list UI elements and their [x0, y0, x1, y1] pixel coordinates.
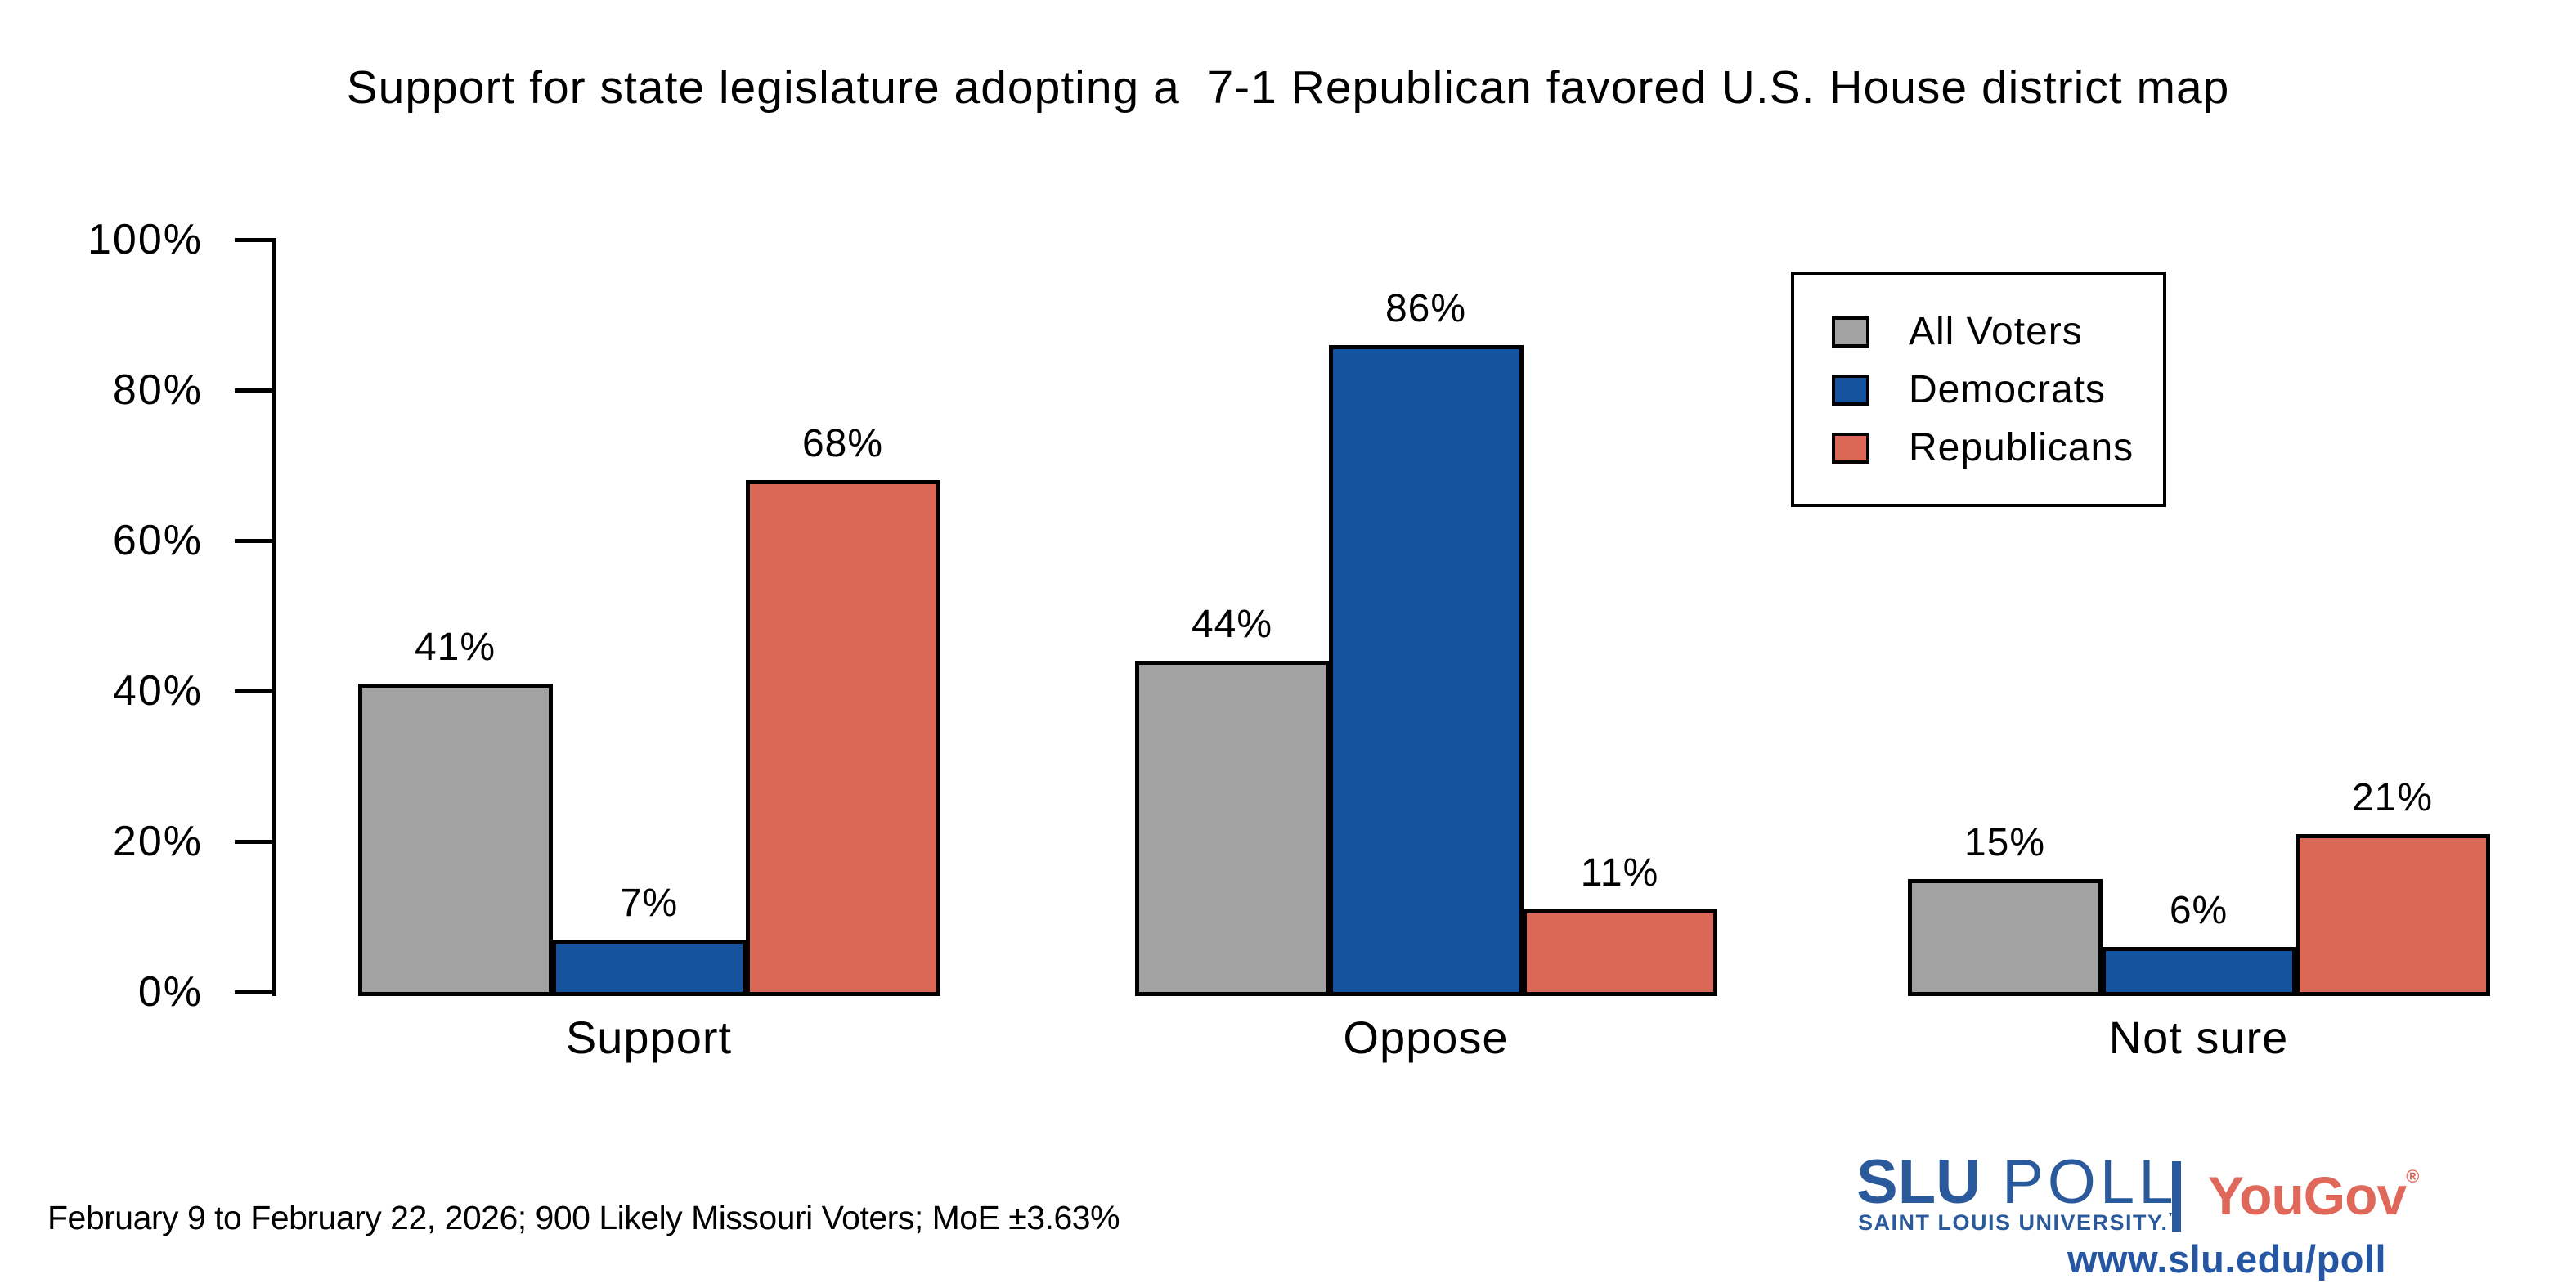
y-tick-label-80: 80% [112, 366, 203, 414]
source-note: February 9 to February 22, 2026; 900 Lik… [47, 1199, 1120, 1236]
logo-divider [2172, 1161, 2181, 1232]
category-label-oppose: Oppose [1343, 1012, 1509, 1063]
bar-support-all-voters [358, 684, 553, 996]
legend-label-all-voters: All Voters [1909, 310, 2083, 353]
value-label-support-democrats: 7% [619, 882, 679, 925]
y-tick-mark-0 [235, 990, 272, 994]
y-tick-mark-100 [235, 238, 272, 242]
bar-oppose-democrats [1329, 345, 1524, 996]
bar-support-democrats [552, 940, 747, 996]
y-tick-mark-40 [235, 689, 272, 693]
slu-university-label: SAINT LOUIS UNIVERSITY. [1858, 1210, 2169, 1235]
bar-not-sure-democrats [2102, 947, 2296, 996]
yougov-logo-text: YouGov [2208, 1165, 2407, 1226]
y-tick-label-0: 0% [137, 968, 203, 1016]
legend-swatch-republicans [1832, 432, 1869, 464]
y-tick-label-100: 100% [88, 216, 203, 263]
category-label-not-sure: Not sure [2108, 1012, 2289, 1063]
value-label-not-sure-republicans: 21% [2351, 776, 2434, 819]
category-label-support: Support [565, 1012, 733, 1063]
bar-support-republicans [746, 480, 940, 996]
y-tick-mark-20 [235, 840, 272, 844]
registered-symbol: ® [2406, 1166, 2419, 1187]
slu-poll-logo: SLU POLL [1856, 1151, 2177, 1214]
bar-oppose-all-voters [1135, 661, 1330, 996]
legend: All Voters Democrats Republicans [1791, 272, 2166, 507]
legend-swatch-all-voters [1832, 316, 1869, 348]
bar-not-sure-all-voters [1908, 879, 2103, 996]
value-label-not-sure-democrats: 6% [2169, 889, 2228, 932]
legend-label-republicans: Republicans [1909, 426, 2134, 469]
slu-logo-text: SLU [1856, 1147, 1981, 1217]
y-tick-label-60: 60% [112, 517, 203, 564]
value-label-oppose-all-voters: 44% [1191, 603, 1273, 646]
y-tick-label-40: 40% [112, 667, 203, 715]
legend-row-democrats: Democrats [1832, 361, 2163, 419]
legend-rows: All Voters Democrats Republicans [1832, 303, 2163, 477]
y-tick-mark-60 [235, 539, 272, 543]
bar-oppose-republicans [1523, 909, 1717, 996]
slu-university-text: SAINT LOUIS UNIVERSITY.™ [1858, 1210, 2180, 1236]
legend-row-republicans: Republicans [1832, 419, 2163, 477]
legend-swatch-democrats [1832, 374, 1869, 406]
poll-logo-text: POLL [1981, 1147, 2178, 1217]
value-label-support-republicans: 68% [801, 422, 884, 465]
value-label-support-all-voters: 41% [414, 626, 496, 669]
value-label-oppose-republicans: 11% [1580, 851, 1659, 895]
legend-label-democrats: Democrats [1909, 368, 2107, 411]
chart-title: Support for state legislature adopting a… [346, 61, 2230, 114]
value-label-oppose-democrats: 86% [1384, 287, 1467, 330]
slu-poll-url: www.slu.edu/poll [2067, 1237, 2387, 1281]
yougov-logo: YouGov® [2208, 1165, 2419, 1227]
legend-row-all-voters: All Voters [1832, 303, 2163, 361]
y-tick-mark-80 [235, 388, 272, 393]
y-tick-label-20: 20% [112, 818, 203, 865]
value-label-not-sure-all-voters: 15% [1963, 821, 2046, 864]
bar-not-sure-republicans [2296, 834, 2490, 996]
y-axis-line [272, 238, 276, 996]
